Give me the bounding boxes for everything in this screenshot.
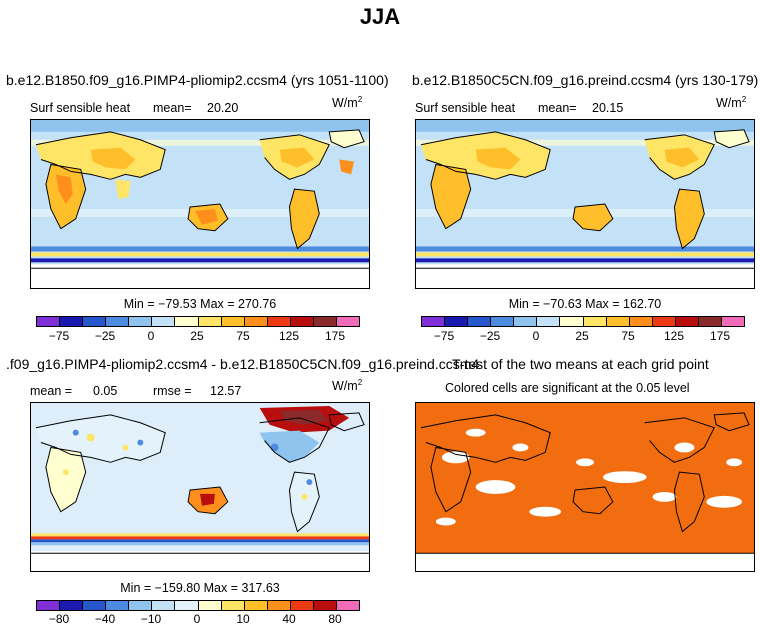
panel3-map-svg [31,403,369,571]
colorbar-swatch [60,317,84,326]
panel4-map-svg [416,403,754,571]
colorbar-swatch [290,601,314,610]
colorbar-tick-label: 175 [709,329,731,343]
panel2-units: W/m2 [716,95,747,111]
panel4-title: T-test of the two means at each grid poi… [452,356,709,372]
colorbar-swatch [290,317,314,326]
colorbar-swatch [37,317,61,326]
colorbar-swatch [129,601,153,610]
colorbar-tick-label: 75 [621,329,635,343]
colorbar-swatch [83,317,107,326]
colorbar-swatch [60,601,84,610]
colorbar-tick-label: 175 [324,329,346,343]
colorbar-swatch [583,317,607,326]
colorbar-tick-label: 40 [282,612,296,626]
panel3-colorbar [36,600,360,611]
panel2-minmax: Min = −70.63 Max = 162.70 [508,297,662,311]
panel1-minmax: Min = −79.53 Max = 270.76 [123,297,277,311]
panel3-rmse-label: rmse = [153,384,192,398]
colorbar-swatch [422,317,446,326]
panel1-mean-label: mean= [153,101,192,115]
colorbar-tick-label: −40 [94,612,116,626]
panel2-mean-value: 20.15 [592,101,624,115]
page-title: JJA [359,4,401,29]
colorbar-tick-label: 10 [236,612,250,626]
colorbar-swatch [491,317,515,326]
colorbar-swatch [244,601,268,610]
colorbar-tick-label: 75 [236,329,250,343]
colorbar-tick-label: −25 [94,329,116,343]
colorbar-swatch [198,601,222,610]
panel1-map [30,119,370,289]
colorbar-tick-label: 125 [663,329,685,343]
colorbar-swatch [83,601,107,610]
colorbar-swatch [267,317,291,326]
colorbar-tick-label: −75 [433,329,455,343]
colorbar-swatch [198,317,222,326]
panel3-mean-value: 0.05 [93,384,118,398]
panel1-mean-value: 20.20 [207,101,239,115]
panel2-variable: Surf sensible heat [415,101,516,115]
colorbar-swatch [468,317,492,326]
colorbar-swatch [106,601,130,610]
colorbar-tick-label: −75 [48,329,70,343]
colorbar-tick-label: 0 [532,329,540,343]
colorbar-swatch [106,317,130,326]
colorbar-swatch [175,601,199,610]
panel2-map [415,119,755,289]
colorbar-tick-label: 25 [575,329,589,343]
colorbar-swatch [606,317,630,326]
panel2-colorbar [421,316,745,327]
colorbar-swatch [221,601,245,610]
panel3-units: W/m2 [332,378,363,394]
panel3-title: .f09_g16.PIMP4-pliomip2.ccsm4 - b.e12.B1… [6,356,480,372]
colorbar-tick-label: 125 [278,329,300,343]
colorbar-tick-label: 25 [190,329,204,343]
colorbar-swatch [445,317,469,326]
panel4-subtitle: Colored cells are significant at the 0.0… [445,381,690,395]
panel2-mean-label: mean= [538,101,577,115]
colorbar-swatch [514,317,538,326]
panel3-rmse-value: 12.57 [210,384,242,398]
panel3-minmax: Min = −159.80 Max = 317.63 [120,581,280,595]
colorbar-swatch [652,317,676,326]
colorbar-tick-label: 80 [328,612,342,626]
colorbar-swatch [313,317,338,326]
colorbar-swatch [560,317,584,326]
colorbar-tick-label: −80 [48,612,70,626]
colorbar-swatch [337,601,360,610]
colorbar-swatch [629,317,653,326]
panel1-map-svg [31,120,369,288]
panel1-title: b.e12.B1850.f09_g16.PIMP4-pliomip2.ccsm4… [6,72,389,88]
colorbar-swatch [337,317,360,326]
colorbar-swatch [722,317,745,326]
colorbar-swatch [244,317,268,326]
colorbar-swatch [37,601,61,610]
colorbar-swatch [267,601,291,610]
colorbar-swatch [152,317,176,326]
colorbar-swatch [698,317,723,326]
panel1-colorbar [36,316,360,327]
panel3-mean-label: mean = [30,384,73,398]
panel2-title: b.e12.B1850C5CN.f09_g16.preind.ccsm4 (yr… [412,72,759,88]
colorbar-tick-label: −10 [140,612,162,626]
colorbar-tick-label: 0 [193,612,201,626]
panel3-map [30,402,370,572]
colorbar-swatch [175,317,199,326]
colorbar-swatch [537,317,561,326]
panel4-map [415,402,755,572]
panel2-map-svg [416,120,754,288]
colorbar-tick-label: −25 [479,329,501,343]
colorbar-swatch [675,317,699,326]
colorbar-tick-label: 0 [147,329,155,343]
colorbar-swatch [129,317,153,326]
colorbar-swatch [152,601,176,610]
panel1-variable: Surf sensible heat [30,101,131,115]
colorbar-swatch [313,601,338,610]
colorbar-swatch [221,317,245,326]
panel1-units: W/m2 [332,95,363,111]
